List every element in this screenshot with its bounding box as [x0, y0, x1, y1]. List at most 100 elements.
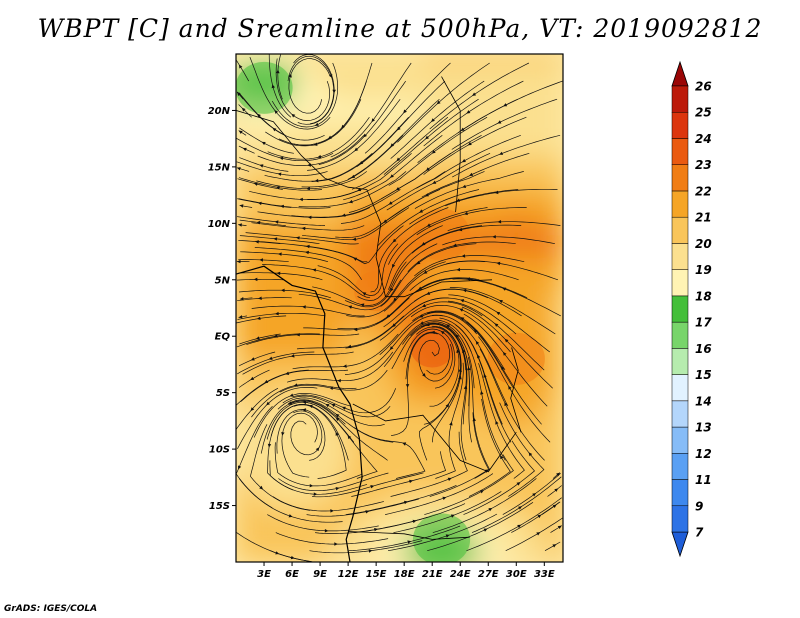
field-cell — [488, 528, 499, 541]
streamline — [390, 332, 438, 437]
field-cell — [450, 155, 462, 168]
streamline — [397, 62, 490, 143]
field-cell — [460, 336, 471, 349]
field-cell — [553, 99, 563, 112]
field-cell — [301, 279, 312, 293]
field-cell — [245, 392, 256, 405]
field-cell — [310, 347, 321, 360]
country-border — [348, 531, 470, 540]
field-cell — [236, 54, 247, 67]
field-cell — [460, 189, 471, 202]
field-cell — [516, 121, 527, 134]
streamline-arrow — [279, 156, 284, 161]
field-cell — [301, 178, 312, 191]
field-cell — [254, 449, 265, 462]
field-cell — [432, 291, 443, 304]
streamline — [471, 476, 562, 533]
field-cell — [273, 279, 284, 293]
field-cell — [310, 449, 321, 462]
colorbar-top-cap — [671, 60, 689, 87]
field-cell — [282, 234, 293, 247]
field-cell — [544, 483, 555, 496]
streamline — [251, 305, 365, 317]
field-cell — [553, 212, 563, 225]
field-cell — [385, 483, 396, 496]
field-cell — [478, 234, 490, 247]
colorbar-box — [671, 164, 689, 192]
streamline-arrow — [259, 258, 263, 262]
streamline — [478, 363, 525, 479]
field-cell — [236, 65, 247, 78]
field-cell — [469, 404, 480, 417]
field-cell — [553, 324, 563, 338]
field-cell — [310, 426, 321, 439]
field-cell — [394, 99, 406, 112]
field-cell — [385, 313, 396, 326]
field-cell — [320, 370, 331, 383]
field-cell — [310, 392, 321, 405]
streamline-arrow — [274, 220, 279, 224]
field-cell — [497, 110, 508, 123]
field-cell — [553, 121, 563, 134]
streamline — [238, 104, 252, 118]
field-cell — [273, 268, 284, 281]
field-cell — [422, 291, 434, 304]
field-cell — [478, 381, 490, 394]
field-cell — [469, 291, 480, 304]
field-cell — [404, 437, 415, 451]
field-cell — [432, 155, 443, 168]
field-cell — [254, 494, 265, 507]
field-cell — [273, 415, 284, 428]
field-cell — [460, 76, 471, 89]
field-cell — [329, 460, 340, 473]
streamline-arrow — [275, 311, 279, 316]
streamline — [264, 153, 373, 182]
field-cell — [516, 505, 527, 518]
field-cell — [301, 460, 312, 473]
field-cell — [535, 336, 546, 349]
field-cell — [535, 178, 546, 191]
streamline — [279, 369, 388, 393]
field-cell — [254, 471, 265, 484]
field-cell — [525, 155, 536, 168]
streamline — [309, 540, 423, 554]
field-cell — [338, 370, 350, 383]
field-cell — [422, 437, 434, 451]
field-cell — [292, 449, 303, 462]
field-cell — [544, 426, 555, 439]
field-cell — [273, 257, 284, 270]
streamline — [380, 134, 482, 200]
streamline — [238, 351, 276, 367]
field-cell — [366, 550, 378, 562]
streamline-arrow — [274, 110, 279, 114]
streamline-arrow — [257, 113, 261, 118]
streamline-arrow — [266, 401, 270, 406]
field-cell — [478, 155, 490, 168]
field-cell — [553, 65, 563, 78]
field-cell — [366, 381, 378, 394]
colorbar-label: 21 — [695, 211, 712, 225]
field-cell — [376, 404, 387, 417]
field-cell — [404, 313, 415, 326]
field-cell — [422, 404, 434, 417]
field-cell — [273, 528, 284, 541]
field-cell — [553, 516, 563, 530]
field-cell — [376, 133, 387, 146]
field-cell — [394, 336, 406, 349]
streamline — [290, 410, 323, 456]
field-cell — [292, 528, 303, 541]
streamline — [432, 478, 537, 533]
field-cell — [506, 415, 518, 428]
field-cell — [422, 483, 434, 496]
field-cell — [329, 324, 340, 338]
field-cell — [544, 291, 555, 304]
field-cell — [357, 471, 368, 484]
field-cell — [413, 505, 424, 518]
field-cell — [301, 370, 312, 383]
field-cell — [516, 144, 527, 157]
streamline-arrow — [337, 379, 341, 383]
field-cell — [357, 302, 368, 315]
field-cell — [535, 279, 546, 293]
field-cell — [404, 279, 415, 293]
